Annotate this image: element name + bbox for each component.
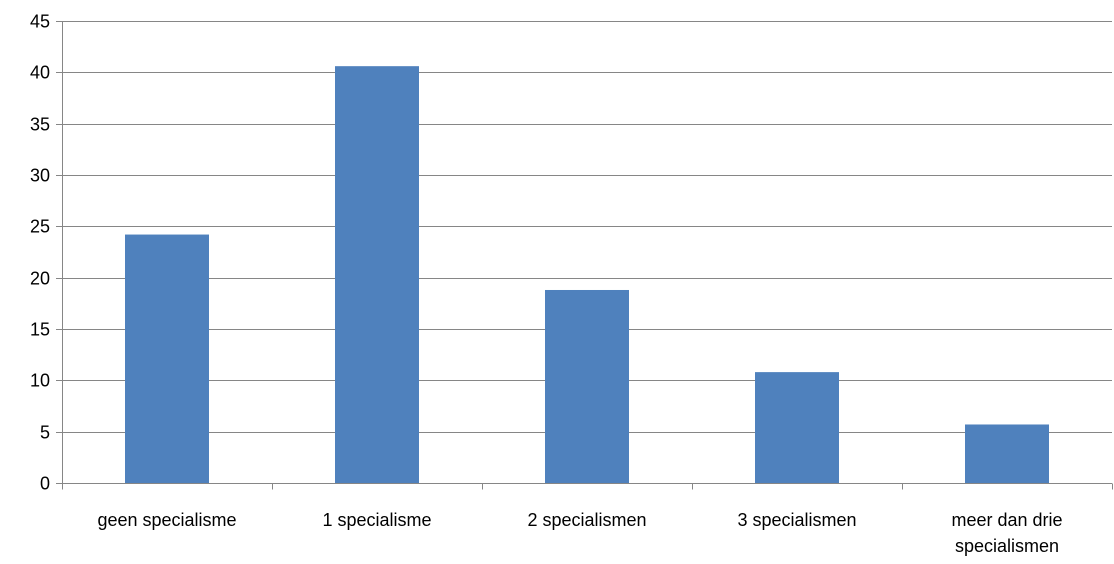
y-tick-label: 25 xyxy=(30,217,50,237)
x-tick-label: geen specialisme xyxy=(97,510,236,530)
x-tick-label-line: meer dan drie xyxy=(951,510,1062,530)
bar-0 xyxy=(125,234,209,483)
bars xyxy=(125,66,1049,483)
x-tick-label-line: 2 specialismen xyxy=(527,510,646,530)
y-tick-label: 45 xyxy=(30,12,50,32)
y-tick-label: 20 xyxy=(30,269,50,289)
x-tick-label: 1 specialisme xyxy=(322,510,431,530)
x-tick-label: 2 specialismen xyxy=(527,510,646,530)
x-tick-label-line: 3 specialismen xyxy=(737,510,856,530)
bar-4 xyxy=(965,424,1049,483)
y-tick-label: 10 xyxy=(30,371,50,391)
bar-2 xyxy=(545,289,629,483)
x-tick-label-line: 1 specialisme xyxy=(322,510,431,530)
x-tick-label-line: specialismen xyxy=(955,536,1059,556)
y-tick-label: 40 xyxy=(30,63,50,83)
x-tick-label: 3 specialismen xyxy=(737,510,856,530)
x-tick-label: meer dan drie specialismen xyxy=(951,510,1062,556)
bar-3 xyxy=(755,372,839,483)
x-tick-label-line: geen specialisme xyxy=(97,510,236,530)
y-tick-label: 15 xyxy=(30,320,50,340)
bar-1 xyxy=(335,66,419,483)
x-tick-labels: geen specialisme 1 specialisme 2 specialis… xyxy=(97,510,1062,556)
y-tick-labels: 0 5 10 15 20 25 30 35 40 45 xyxy=(30,12,50,494)
y-tick-label: 35 xyxy=(30,115,50,135)
axes xyxy=(62,21,1113,490)
y-tick-label: 5 xyxy=(40,423,50,443)
y-tick-label: 30 xyxy=(30,166,50,186)
y-tick-label: 0 xyxy=(40,474,50,494)
